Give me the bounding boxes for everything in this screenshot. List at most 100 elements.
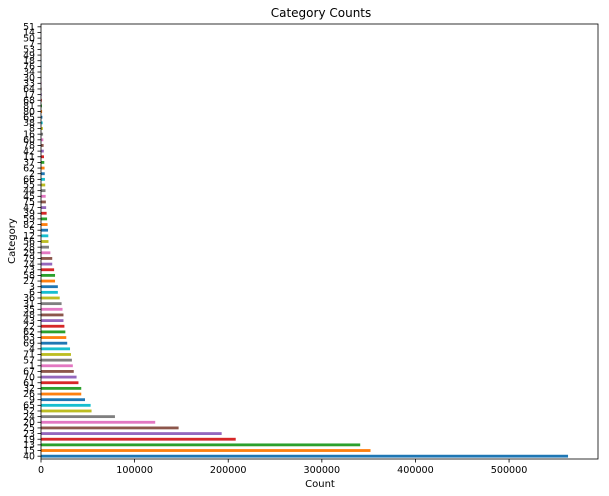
y-tick-label: 30 [23, 73, 35, 84]
bar-62 [41, 330, 66, 334]
y-tick-label: 57 [23, 355, 35, 366]
bar-57 [41, 358, 72, 362]
y-tick-label: 29 [23, 248, 35, 259]
x-ticks: 0 100000 200000 300000 400000 500000 [38, 459, 527, 476]
y-tick-label: 11 [23, 152, 35, 163]
y-tick-label: 61 [23, 378, 35, 389]
y-tick-label: 67 [23, 367, 35, 378]
y-tick-label: 23 [23, 429, 35, 440]
y-tick-label: 2 [29, 169, 35, 180]
y-tick-label: 44 [23, 186, 35, 197]
y-tick-label: 7 [29, 39, 35, 50]
bar-3 [41, 285, 58, 289]
bar-38 [41, 121, 43, 125]
y-tick-label: 38 [23, 118, 35, 129]
bar-69 [41, 341, 68, 345]
y-tick-label: 69 [23, 338, 35, 349]
bar-44 [41, 189, 46, 193]
bar-43 [41, 319, 64, 322]
x-axis-label: Count [305, 479, 335, 490]
y-tick-label: 79 [23, 254, 35, 265]
y-tick-label: 70 [23, 372, 35, 383]
bar-5 [41, 228, 49, 232]
y-tick-label: 55 [23, 180, 35, 191]
bar-1 [41, 364, 73, 368]
bar-60 [41, 138, 44, 142]
y-tick-label: 19 [23, 434, 35, 445]
y-tick-label: 39 [23, 208, 35, 219]
y-tick-label: 81 [23, 101, 35, 112]
bar-80 [41, 110, 43, 113]
y-tick-label: 16 [23, 129, 35, 140]
bar-6 [41, 290, 58, 294]
y-tick-label: 68 [23, 95, 35, 106]
x-tick-label: 0 [38, 465, 44, 476]
x-tick-label: 300000 [304, 465, 341, 476]
y-tick-label: 64 [23, 84, 35, 95]
bar-61 [41, 381, 79, 385]
bar-32 [41, 386, 82, 390]
bar-13 [41, 443, 361, 447]
bar-79 [41, 257, 53, 260]
bar-48 [41, 313, 64, 317]
y-tick-label: 51 [23, 22, 35, 33]
bar-74 [41, 262, 53, 266]
y-tick-label: 22 [23, 321, 35, 332]
y-tick-label: 18 [23, 56, 35, 67]
x-tick-label: 100000 [116, 465, 153, 476]
plot-frame [40, 23, 599, 460]
y-tick-label: 13 [23, 440, 35, 451]
bar-71 [41, 353, 71, 356]
y-tick-label: 76 [23, 62, 35, 73]
y-tick-label: 15 [23, 446, 35, 457]
x-tick-label: 200000 [210, 465, 247, 476]
y-tick-label: 73 [23, 265, 35, 276]
bar-82 [41, 223, 48, 226]
y-tick-label: 17 [23, 90, 35, 101]
y-tick-label: 82 [23, 220, 35, 231]
y-tick-label: 42 [23, 146, 35, 157]
y-tick-label: 27 [23, 276, 35, 287]
y-tick-label: 25 [23, 423, 35, 434]
y-tick-label: 9 [29, 395, 35, 406]
bar-22 [41, 324, 65, 328]
x-tick-label: 400000 [397, 465, 434, 476]
y-tick-label: 26 [23, 389, 35, 400]
bar-78 [41, 144, 44, 147]
bar-12 [41, 234, 49, 238]
bar-25 [41, 426, 179, 430]
bar-35 [41, 307, 63, 311]
bar-23 [41, 432, 222, 435]
y-tick-label: 47 [23, 203, 35, 214]
y-tick-label: 63 [23, 333, 35, 344]
y-tick-label: 3 [29, 282, 35, 293]
y-tick-label: 66 [23, 175, 35, 186]
bar-67 [41, 370, 74, 373]
y-tick-label: 74 [23, 259, 35, 270]
y-tick-label: 33 [23, 79, 35, 90]
bar-47 [41, 206, 47, 210]
y-tick-label: 1 [29, 361, 35, 372]
y-tick-label: 48 [23, 310, 35, 321]
y-ticks: 4015131923252024526592632617067157714696… [23, 22, 41, 462]
y-tick-label: 75 [23, 197, 35, 208]
bar-42 [41, 149, 44, 153]
chart-title: Category Counts [271, 6, 372, 20]
bar-4 [41, 347, 71, 351]
x-tick-label: 500000 [491, 465, 528, 476]
bar-73 [41, 268, 55, 272]
y-tick-label: 65 [23, 401, 35, 412]
bar-24 [41, 415, 115, 419]
bar-45 [41, 194, 46, 198]
bar-55 [41, 183, 46, 187]
bar-58 [41, 273, 56, 277]
bar-81 [41, 104, 42, 108]
bar-36 [41, 296, 60, 300]
bar-39 [41, 211, 47, 215]
bar-9 [41, 398, 85, 402]
bars-group [41, 25, 569, 458]
y-tick-label: 59 [23, 214, 35, 225]
bar-40 [41, 454, 569, 458]
y-tick-label: 53 [23, 45, 35, 56]
